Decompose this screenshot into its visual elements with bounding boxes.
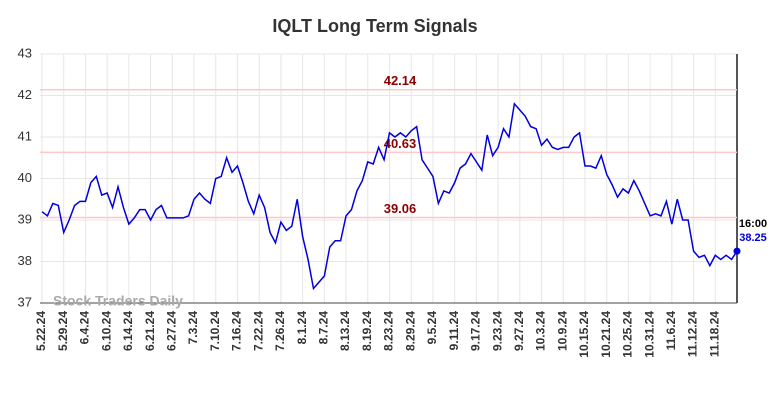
x-tick-label: 8.29.24 [403,311,417,351]
x-tick-label: 10.31.24 [642,311,656,358]
reference-label: 40.63 [384,136,417,151]
x-tick-label: 5.29.24 [56,311,70,351]
x-tick-label: 9.23.24 [490,311,504,351]
x-tick-label: 10.15.24 [577,311,591,358]
y-tick-label: 39 [18,211,32,226]
reference-label: 42.14 [384,73,417,88]
x-tick-label: 6.14.24 [121,311,135,351]
last-time-label: 16:00 [739,218,767,230]
price-line [41,102,738,291]
x-tick-label: 8.1.24 [295,311,309,345]
y-tick-label: 38 [18,253,32,268]
x-tick-label: 9.17.24 [469,311,483,351]
y-tick-label: 40 [18,170,32,185]
x-tick-label: 11.12.24 [686,311,700,357]
y-tick-label: 41 [18,128,32,143]
x-tick-label: 7.10.24 [208,311,222,351]
last-value-label: 38.25 [739,232,767,244]
x-tick-label: 6.27.24 [164,311,178,351]
x-tick-label: 10.21.24 [599,311,613,358]
x-tick-label: 6.10.24 [99,311,113,351]
x-tick-label: 9.5.24 [425,311,439,345]
x-tick-label: 10.9.24 [555,311,569,351]
x-tick-label: 9.27.24 [512,311,526,351]
x-tick-label: 8.23.24 [382,311,396,351]
y-tick-label: 37 [18,294,32,309]
x-tick-label: 7.22.24 [251,311,265,351]
x-tick-label: 8.7.24 [317,311,331,345]
x-tick-label: 8.19.24 [360,311,374,351]
x-tick-label: 7.3.24 [186,311,200,345]
x-tick-label: 11.6.24 [664,311,678,351]
x-tick-label: 6.4.24 [78,311,92,345]
x-tick-label: 7.26.24 [273,311,287,351]
x-tick-label: 6.21.24 [143,311,157,351]
watermark: Stock Traders Daily [53,293,183,309]
x-tick-label: 7.16.24 [230,311,244,351]
y-tick-label: 42 [18,87,32,102]
x-tick-label: 10.25.24 [621,311,635,358]
x-tick-label: 11.18.24 [707,311,721,357]
x-tick-label: 9.11.24 [447,311,461,351]
x-tick-label: 8.13.24 [338,311,352,351]
chart-title: IQLT Long Term Signals [272,16,477,36]
last-point [733,247,741,255]
reference-label: 39.06 [384,201,417,216]
y-tick-label: 43 [18,45,32,60]
x-tick-label: 10.3.24 [534,311,548,351]
x-tick-label: 5.22.24 [34,311,48,351]
